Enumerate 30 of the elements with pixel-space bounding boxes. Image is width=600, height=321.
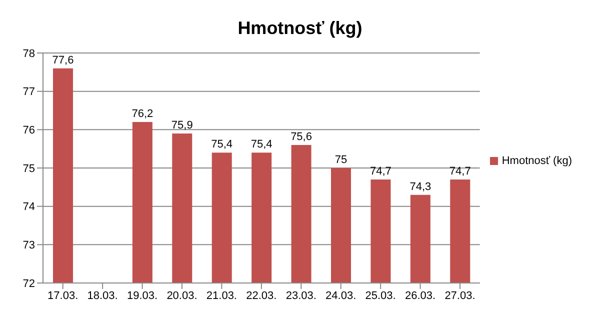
- y-tick-label: 73: [22, 240, 35, 252]
- y-tick-label: 77: [22, 86, 35, 98]
- chart-title: Hmotnosť (kg): [236, 18, 364, 39]
- y-tick-label: 72: [22, 278, 35, 290]
- data-label: 76,2: [132, 108, 154, 120]
- x-tick-label: 18.03.: [87, 290, 118, 302]
- x-tick-label: 23.03.: [286, 290, 316, 302]
- y-tick-label: 74: [22, 201, 35, 214]
- data-label: 75: [334, 154, 348, 166]
- x-tick-label: 21.03.: [206, 290, 238, 302]
- x-tick-label: 25.03.: [365, 290, 396, 302]
- y-tick-label: 75: [22, 162, 35, 175]
- data-label: 77,6: [52, 54, 74, 66]
- x-tick-label: 24.03.: [326, 290, 356, 302]
- data-label: 75,4: [211, 138, 233, 151]
- data-label: 74,7: [370, 166, 392, 178]
- y-tick-label: 78: [22, 48, 35, 60]
- data-label: 75,6: [290, 131, 312, 143]
- x-tick-label: 27.03.: [444, 290, 476, 302]
- x-tick-label: 26.03.: [404, 290, 436, 302]
- data-label: 74,7: [449, 166, 471, 178]
- x-tick-label: 19.03.: [126, 290, 158, 302]
- data-label: 75,4: [250, 138, 272, 151]
- data-label: 75,9: [171, 120, 193, 132]
- legend-label: Hmotnosť (kg): [502, 154, 572, 166]
- x-tick-label: 17.03.: [48, 290, 78, 302]
- data-label: 74,3: [410, 180, 432, 193]
- y-tick-label: 76: [22, 124, 35, 137]
- x-tick-label: 22.03.: [246, 290, 277, 302]
- x-tick-label: 20.03.: [166, 290, 198, 302]
